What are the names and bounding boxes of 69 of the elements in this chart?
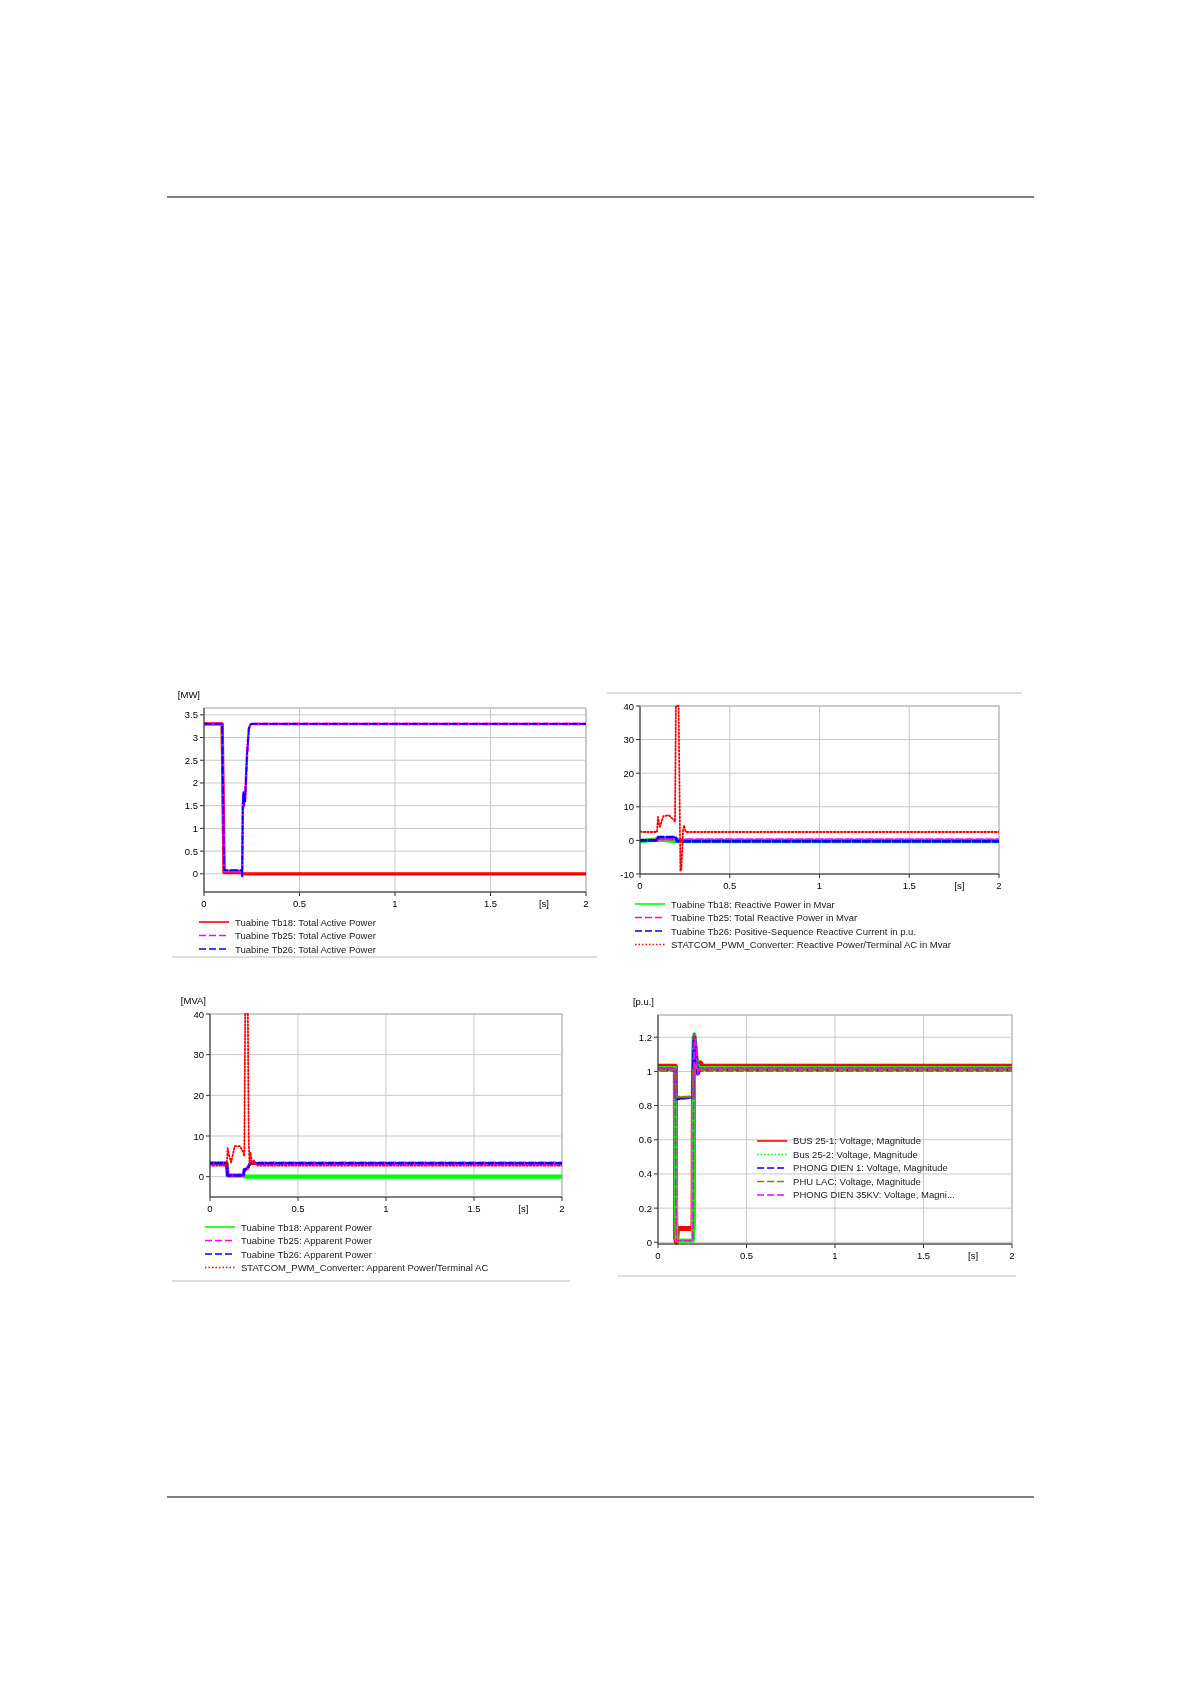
legend-label: PHONG DIEN 1: Voltage, Magnitude — [793, 1162, 948, 1174]
x-tick-label: 2 — [583, 898, 589, 909]
y-tick-label: 20 — [193, 1089, 204, 1101]
x-tick-label: 0.5 — [292, 898, 307, 909]
x-axis-title: [s] — [954, 880, 965, 891]
x-tick-label: 2 — [559, 1203, 565, 1214]
x-tick-label: 1 — [832, 1250, 838, 1261]
x-tick-label: 1 — [383, 1203, 389, 1214]
x-tick-label: 2 — [996, 880, 1002, 891]
y-tick-label: 0 — [646, 1236, 652, 1248]
x-tick-label: 0 — [207, 1203, 213, 1214]
legend-label: PHONG DIEN 35KV: Voltage, Magni... — [793, 1189, 955, 1201]
x-tick-label: 0 — [655, 1250, 661, 1261]
y-axis-title: [MVA] — [180, 995, 206, 1006]
x-tick-label: 1 — [392, 898, 398, 909]
x-tick-label: 2 — [1009, 1250, 1015, 1261]
y-tick-label: 3.5 — [184, 709, 198, 721]
y-tick-label: -10 — [620, 868, 634, 880]
x-tick-label: 1 — [816, 880, 823, 891]
x-tick-label: 0.5 — [739, 1250, 754, 1261]
legend-label: Tuabine Tb18: Apparent Power — [241, 1221, 372, 1233]
legend-label: Tuabine Tb26: Positive-Sequence Reactive Current in p.u. — [671, 925, 917, 937]
x-tick-label: 1.5 — [916, 1250, 931, 1261]
y-axis-title: [MW] — [177, 689, 200, 700]
y-tick-label: 10 — [193, 1130, 204, 1142]
y-tick-label: 0.6 — [638, 1134, 652, 1146]
legend-label: Tuabine Tb18: Total Active Power — [235, 916, 376, 928]
x-tick-label: 1.5 — [902, 880, 916, 891]
legend-label: Tuabine Tb25: Total Active Power — [235, 930, 376, 941]
legend-label: Tuabine Tb18: Reactive Power in Mvar — [671, 898, 835, 910]
y-tick-label: 10 — [623, 801, 634, 813]
legend-label: Tuabine Tb26: Total Active Power — [235, 943, 376, 955]
y-tick-label: 0.8 — [638, 1100, 652, 1112]
y-tick-label: 30 — [623, 734, 634, 746]
y-tick-label: 40 — [193, 1008, 204, 1020]
legend-label: STATCOM_PWM_Converter: Apparent Power/Terminal AC — [241, 1262, 489, 1273]
x-axis-title: [s] — [968, 1250, 979, 1261]
x-tick-label: 1.5 — [483, 898, 498, 909]
x-axis-title: [s] — [518, 1203, 529, 1214]
y-tick-label: 0.2 — [638, 1202, 652, 1214]
y-tick-label: 2 — [192, 777, 198, 789]
y-tick-label: 0 — [628, 834, 634, 846]
y-tick-label: 0.5 — [184, 845, 198, 857]
line-series — [658, 1063, 1012, 1099]
y-axis-title: [p.u.] — [632, 996, 654, 1007]
legend-label: STATCOM_PWM_Converter: Reactive Power/Terminal AC in Mvar — [671, 939, 951, 950]
legend-label: Tuabine Tb26: Apparent Power — [241, 1248, 372, 1260]
x-tick-label: 0.5 — [291, 1203, 305, 1214]
legend-label: Tuabine Tb25: Apparent Power — [241, 1235, 372, 1246]
y-tick-label: 1.2 — [638, 1031, 652, 1043]
x-tick-label: 1.5 — [467, 1203, 481, 1214]
y-tick-label: 40 — [623, 700, 634, 712]
y-tick-label: 1.5 — [184, 800, 198, 812]
y-tick-label: 20 — [623, 767, 634, 779]
y-tick-label: 3 — [192, 732, 198, 744]
y-tick-label: 0 — [198, 1171, 204, 1183]
line-series — [210, 1013, 562, 1167]
y-tick-label: 0.4 — [638, 1168, 652, 1180]
y-tick-label: 0 — [192, 868, 198, 880]
legend-label: Bus 25-2: Voltage, Magnitude — [793, 1148, 918, 1160]
y-tick-label: 1 — [646, 1065, 652, 1077]
x-axis-title: [s] — [538, 898, 549, 909]
x-tick-label: 0.5 — [723, 880, 737, 891]
legend-label: Tuabine Tb25: Total Reactive Power in Mvar — [671, 912, 858, 923]
y-tick-label: 1 — [192, 822, 198, 834]
legend-label: PHU LAC: Voltage, Magnitude — [793, 1175, 921, 1187]
y-tick-label: 2.5 — [184, 754, 198, 766]
legend-label: BUS 25-1: Voltage, Magnitude — [793, 1135, 921, 1147]
y-tick-label: 30 — [193, 1049, 204, 1061]
